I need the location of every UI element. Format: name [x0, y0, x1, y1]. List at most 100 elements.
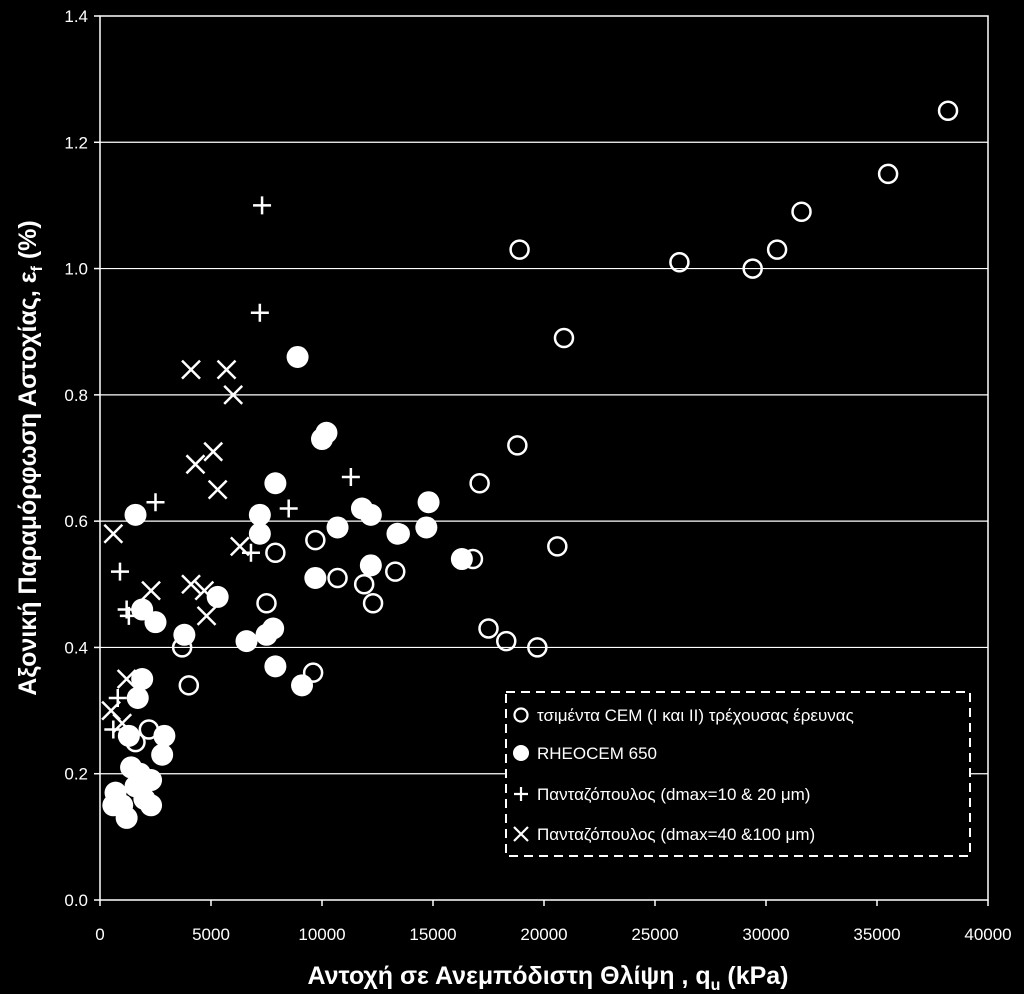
cross-point	[229, 536, 250, 557]
plus-point	[146, 493, 165, 512]
cross-point	[223, 384, 244, 405]
legend-box	[505, 691, 971, 857]
open-circle-point	[507, 435, 528, 456]
filled-circle-point	[304, 566, 327, 589]
open-circle-point	[362, 592, 384, 614]
open-circle-point	[791, 201, 812, 222]
plus-point	[104, 720, 123, 739]
filled-circle-point	[262, 617, 285, 640]
filled-circle-point	[140, 794, 163, 817]
open-circle-point	[553, 327, 575, 349]
y-axis-ticks: 0.0 0.2 0.4 0.6 0.8 1.0 1.2 1.4	[64, 7, 100, 910]
open-circle-point	[669, 252, 690, 273]
filled-circle-point	[248, 522, 271, 545]
cross-point	[196, 605, 217, 626]
open-circle-point	[265, 542, 286, 563]
cross-point	[103, 523, 124, 544]
y-tick-label: 1.4	[64, 7, 88, 26]
filled-circle-point	[206, 585, 229, 608]
legend-label: RHEOCEM 650	[537, 744, 657, 763]
filled-circle-point	[235, 630, 258, 653]
filled-circle-point	[153, 724, 176, 747]
x-tick-label: 35000	[853, 925, 900, 944]
filled-circle-point	[264, 655, 287, 678]
legend-marker-open-circle	[513, 707, 529, 723]
y-tick-label: 0.0	[64, 891, 88, 910]
filled-circle-point	[117, 724, 140, 747]
filled-circle-point	[311, 428, 333, 451]
filled-circle-point	[450, 548, 473, 571]
x-tick-label: 15000	[409, 925, 456, 944]
filled-circle-point	[151, 743, 174, 766]
cross-point	[185, 454, 206, 475]
plus-point	[253, 196, 272, 215]
y-tick-label: 0.4	[64, 638, 88, 657]
x-tick-label: 5000	[192, 925, 230, 944]
y-axis-title: Αξονική Παραμόρφωση Αστοχίας, εf (%)	[14, 220, 46, 695]
x-tick-label: 40000	[964, 925, 1011, 944]
y-tick-label: 0.2	[64, 765, 88, 784]
open-circle-point	[353, 574, 375, 595]
x-axis-ticks: 0 5000 10000 15000 20000 25000 30000 35000 40000	[95, 900, 1012, 944]
legend: τσιμέντα CEM (I και II) τρέχουσας έρευνα…	[505, 691, 971, 857]
filled-circle-point	[264, 472, 287, 495]
filled-circle-point	[291, 674, 314, 697]
open-circle-point	[302, 662, 324, 683]
filled-circle-point	[173, 623, 196, 646]
cross-point	[194, 580, 215, 601]
open-circle-point	[496, 630, 517, 652]
y-tick-label: 1.0	[64, 260, 88, 279]
filled-circle-point	[417, 491, 440, 514]
open-circle-point	[877, 163, 899, 185]
open-circle-point	[469, 473, 490, 494]
filled-circle-point	[144, 611, 167, 634]
open-circle-point	[178, 675, 200, 696]
open-circle-point	[766, 239, 788, 260]
open-circle-point	[937, 100, 959, 121]
open-circle-point	[478, 618, 499, 639]
cross-point	[207, 479, 228, 500]
cross-point	[112, 713, 133, 734]
data-points	[101, 100, 959, 829]
legend-items: τσιμέντα CEM (I και II) τρέχουσας έρευνα…	[513, 706, 854, 844]
open-circle-point	[256, 592, 277, 614]
filled-circle-point	[131, 668, 154, 690]
cross-point	[181, 574, 201, 595]
x-tick-label: 20000	[520, 925, 567, 944]
x-tick-label: 0	[95, 925, 104, 944]
cross-point	[181, 359, 201, 380]
open-circle-point	[305, 529, 326, 551]
filled-circle-point	[126, 686, 149, 709]
filled-circle-point	[248, 503, 271, 526]
cross-point	[216, 359, 237, 380]
open-circle-point	[527, 637, 548, 658]
cross-point	[141, 580, 161, 601]
x-axis-title: Αντοχή σε Ανεμπόδιστη Θλίψη , qu (kPa)	[307, 962, 788, 994]
y-tick-label: 1.2	[64, 133, 88, 152]
legend-label: τσιμέντα CEM (I και II) τρέχουσας έρευνα…	[537, 706, 854, 725]
filled-circle-point	[326, 516, 349, 539]
legend-marker-filled-circle	[513, 745, 529, 761]
filled-circle-point	[386, 522, 409, 545]
open-circle-point	[327, 567, 348, 589]
legend-label: Πανταζόπουλος (dmax=40 &100 μm)	[537, 825, 815, 844]
legend-marker-cross	[513, 826, 529, 842]
cross-point	[203, 441, 224, 462]
filled-circle-point	[359, 503, 382, 526]
plus-point	[341, 467, 360, 486]
y-tick-label: 0.6	[64, 512, 88, 531]
plus-point	[279, 499, 298, 518]
plus-point	[110, 562, 129, 581]
x-tick-label: 30000	[742, 925, 789, 944]
open-circle-point	[547, 536, 568, 557]
x-tick-label: 10000	[298, 925, 345, 944]
gridlines	[100, 141, 988, 775]
legend-label: Πανταζόπουλος (dmax=10 & 20 μm)	[537, 785, 810, 804]
filled-circle-point	[115, 806, 138, 829]
plus-point	[250, 303, 269, 322]
plus-point	[119, 606, 138, 625]
filled-circle-point	[286, 345, 309, 368]
filled-circle-point	[415, 516, 438, 539]
open-circle-point	[385, 561, 406, 582]
